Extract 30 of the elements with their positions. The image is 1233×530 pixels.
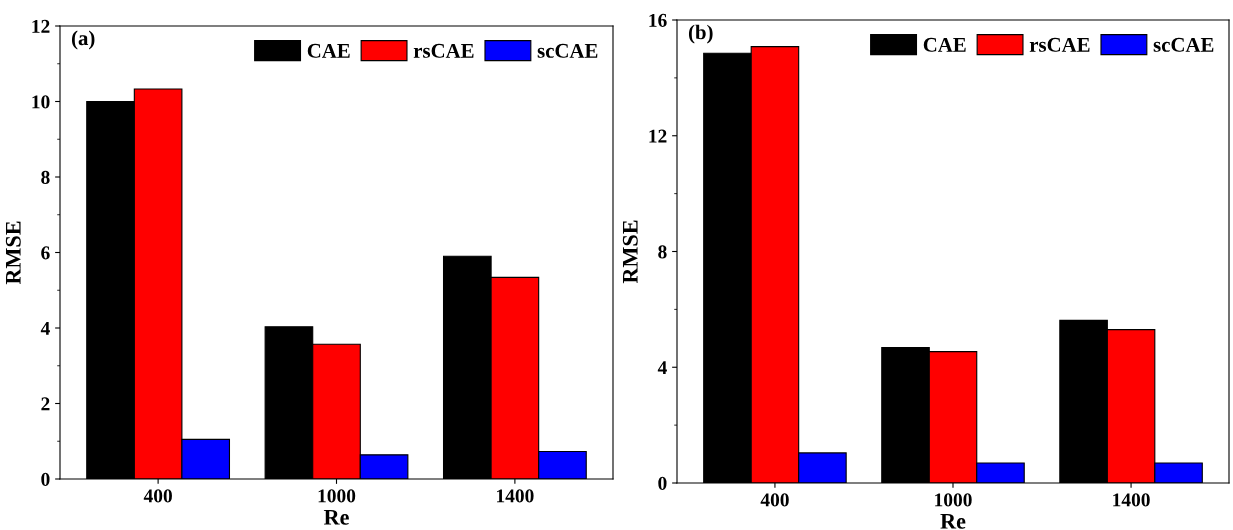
legend-label: rsCAE: [413, 43, 474, 58]
x-tick-label: 1000: [318, 489, 356, 503]
legend-label: CAE: [307, 43, 350, 58]
y-tick-label: 16: [649, 13, 667, 27]
y-tick-label: 0: [41, 472, 50, 486]
y-tick-label: 8: [658, 245, 667, 259]
y-tick-label: 4: [657, 361, 667, 374]
x-axis-title: Re: [940, 514, 966, 529]
y-axis-title: RMSE: [622, 220, 638, 284]
x-tick-label: 1400: [1113, 493, 1150, 507]
annotation: (b): [688, 24, 713, 44]
y-tick-label: 4: [40, 321, 50, 335]
y-axis-title: RMSE: [5, 221, 21, 285]
legend-label: rsCAE: [1029, 37, 1090, 52]
y-tick-label: 0: [658, 476, 667, 490]
x-tick-label: 1400: [497, 489, 534, 503]
y-tick-label: 10: [32, 95, 50, 109]
y-tick-label: 6: [41, 246, 50, 260]
y-tick-label: 8: [41, 170, 50, 184]
annotation: (a): [71, 30, 95, 50]
y-tick-label: 2: [41, 397, 50, 411]
x-tick-label: 1000: [935, 493, 972, 507]
y-tick-label: 12: [649, 129, 667, 143]
x-axis-title: Re: [323, 510, 349, 525]
legend-label: scCAE: [1153, 37, 1214, 52]
legend-label: scCAE: [537, 43, 598, 58]
x-tick-label: 400: [760, 493, 789, 507]
y-tick-label: 12: [32, 19, 50, 33]
x-tick-label: 400: [143, 489, 172, 503]
legend-label: CAE: [923, 37, 966, 52]
